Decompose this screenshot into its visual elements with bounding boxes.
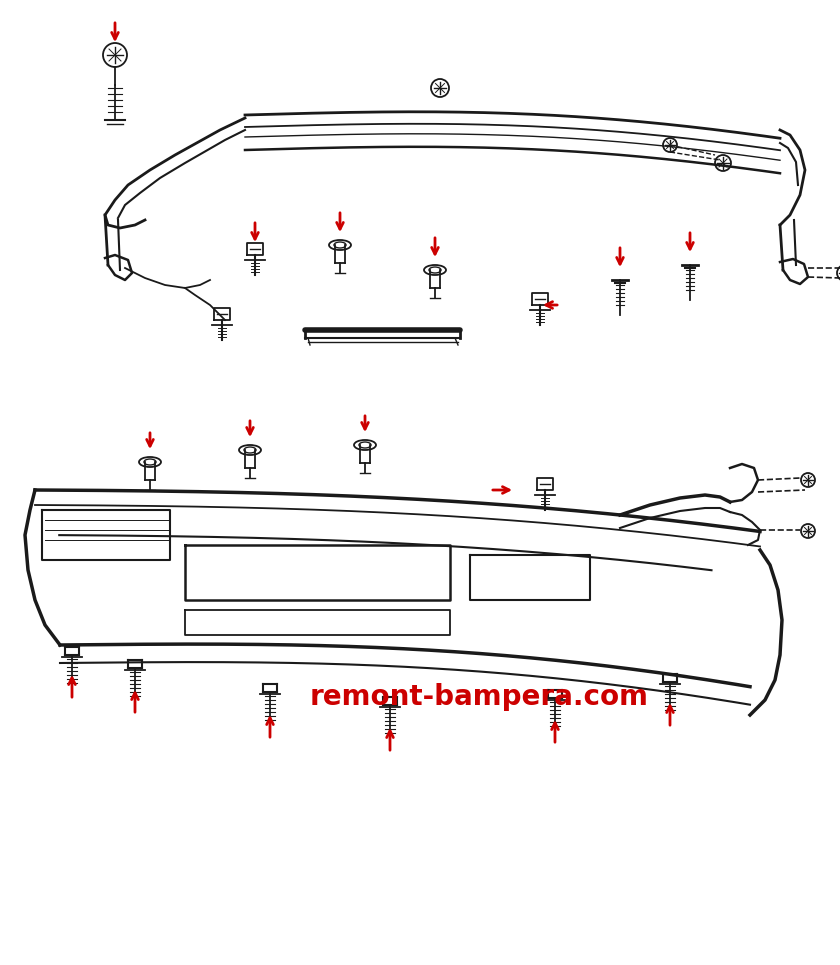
Ellipse shape: [354, 440, 376, 450]
Ellipse shape: [239, 445, 261, 455]
Ellipse shape: [424, 265, 446, 275]
Ellipse shape: [329, 240, 351, 250]
Text: remont-bampera.com: remont-bampera.com: [310, 683, 649, 711]
Ellipse shape: [139, 457, 161, 467]
